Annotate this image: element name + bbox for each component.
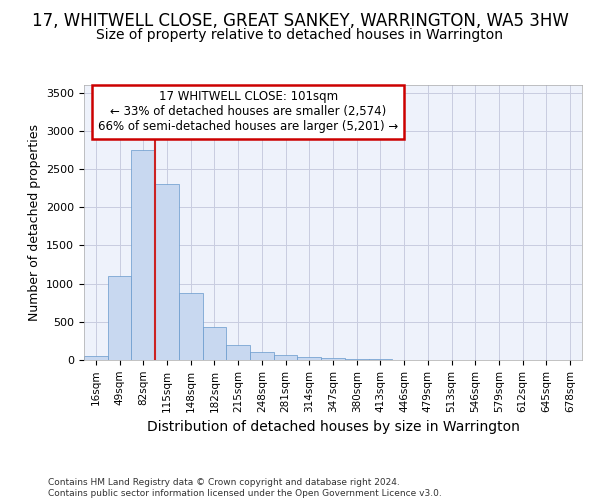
Bar bbox=[321, 358, 345, 360]
Bar bbox=[368, 359, 392, 360]
Text: Size of property relative to detached houses in Warrington: Size of property relative to detached ho… bbox=[97, 28, 503, 42]
Bar bbox=[203, 327, 226, 360]
Text: 17, WHITWELL CLOSE, GREAT SANKEY, WARRINGTON, WA5 3HW: 17, WHITWELL CLOSE, GREAT SANKEY, WARRIN… bbox=[32, 12, 568, 30]
Bar bbox=[155, 184, 179, 360]
Bar bbox=[108, 276, 131, 360]
Bar bbox=[274, 356, 298, 360]
Bar bbox=[84, 356, 108, 360]
Text: Contains HM Land Registry data © Crown copyright and database right 2024.
Contai: Contains HM Land Registry data © Crown c… bbox=[48, 478, 442, 498]
Bar bbox=[226, 344, 250, 360]
Bar bbox=[345, 359, 368, 360]
Text: 17 WHITWELL CLOSE: 101sqm
← 33% of detached houses are smaller (2,574)
66% of se: 17 WHITWELL CLOSE: 101sqm ← 33% of detac… bbox=[98, 90, 398, 134]
Bar bbox=[179, 293, 203, 360]
Bar bbox=[250, 352, 274, 360]
Bar bbox=[298, 357, 321, 360]
Bar bbox=[131, 150, 155, 360]
X-axis label: Distribution of detached houses by size in Warrington: Distribution of detached houses by size … bbox=[146, 420, 520, 434]
Y-axis label: Number of detached properties: Number of detached properties bbox=[28, 124, 41, 321]
